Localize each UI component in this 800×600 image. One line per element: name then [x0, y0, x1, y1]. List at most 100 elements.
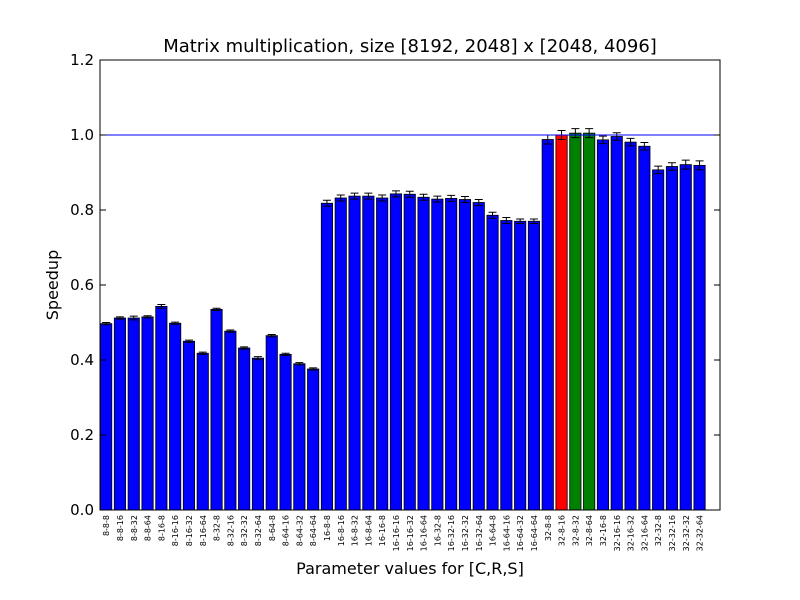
error-bar-8-32-8 [212, 307, 221, 311]
bar-16-64-64 [527, 220, 540, 511]
x-tick-label: 8-64-64 [309, 515, 318, 546]
y-tick-label: 0.4 [70, 351, 94, 369]
bar-32-32-64 [693, 164, 706, 511]
x-tick-label: 8-16-32 [185, 515, 194, 546]
x-tick-label: 16-64-8 [489, 515, 498, 546]
x-tick-label: 32-8-16 [558, 515, 567, 546]
error-bar-8-64-64 [309, 367, 318, 371]
y-tick-label: 0.0 [70, 501, 94, 519]
error-bar-16-32-8 [433, 195, 442, 203]
x-tick-label: 32-8-8 [544, 515, 553, 541]
x-tick-label: 8-16-64 [199, 515, 208, 546]
bar-16-8-32 [348, 195, 361, 511]
bar-8-64-16 [279, 353, 292, 511]
error-bar-16-16-64 [419, 193, 428, 201]
x-tick-label: 8-32-32 [240, 515, 249, 546]
bar-8-16-8 [155, 305, 168, 511]
x-tick-label: 16-16-64 [420, 515, 429, 551]
x-tick-label: 16-64-64 [530, 515, 539, 551]
error-bar-16-8-64 [364, 192, 373, 200]
error-bar-8-8-32 [129, 315, 138, 321]
chart-title: Matrix multiplication, size [8192, 2048]… [163, 36, 657, 57]
bar-16-32-8 [431, 198, 444, 511]
error-bar-32-8-32 [571, 128, 580, 139]
error-bar-32-8-64 [585, 128, 594, 139]
error-bar-8-8-8 [102, 322, 111, 326]
bar-32-16-32 [624, 141, 637, 511]
bar-8-8-64 [141, 316, 154, 511]
error-bar-32-16-64 [640, 142, 649, 151]
x-tick-label: 8-64-16 [282, 515, 291, 546]
bar-8-64-64 [307, 368, 320, 511]
x-tick-label: 8-64-32 [295, 515, 304, 546]
bar-32-8-64 [583, 132, 596, 511]
bar-32-16-16 [610, 136, 623, 511]
bar-16-16-8 [376, 197, 389, 511]
bar-8-16-16 [169, 322, 182, 511]
error-bar-8-32-32 [240, 346, 249, 350]
error-bar-8-32-16 [226, 329, 235, 333]
bar-16-64-32 [514, 220, 527, 511]
error-bar-16-8-16 [336, 194, 345, 202]
x-tick-label: 8-16-8 [157, 515, 166, 541]
x-tick-label: 16-8-64 [364, 515, 373, 546]
bar-8-8-32 [127, 317, 140, 511]
x-tick-label: 16-64-32 [516, 515, 525, 551]
bar-8-64-8 [265, 335, 278, 511]
y-tick-label: 0.6 [70, 276, 94, 294]
x-tick-label: 16-16-32 [406, 515, 415, 551]
bar-32-32-16 [665, 166, 678, 511]
x-tick-label: 32-8-64 [585, 515, 594, 546]
bar-16-64-8 [486, 214, 499, 511]
bar-8-8-8 [100, 323, 113, 511]
bar-8-8-16 [113, 317, 127, 511]
x-tick-label: 32-32-64 [696, 515, 705, 551]
x-tick-label: 32-8-32 [571, 515, 580, 546]
bar-32-32-8 [652, 169, 665, 511]
x-tick-label: 16-32-16 [447, 515, 456, 551]
bar-8-32-8 [210, 308, 223, 511]
y-axis: 0.0 0.2 0.4 0.6 0.8 1.0 1.2 [70, 51, 720, 519]
bar-32-8-16 [555, 134, 568, 511]
x-axis-label: Parameter values for [C,R,S] [296, 559, 524, 578]
bar-16-16-64 [417, 196, 430, 511]
bar-8-32-32 [238, 347, 251, 511]
bar-16-32-32 [458, 199, 471, 511]
x-tick-label: 32-32-16 [668, 515, 677, 551]
bar-32-16-64 [638, 145, 651, 511]
x-tick-label: 16-16-8 [378, 515, 387, 546]
y-tick-label: 0.8 [70, 201, 94, 219]
error-bar-16-8-32 [350, 192, 359, 200]
error-bar-16-16-8 [378, 194, 387, 202]
error-bar-16-16-32 [405, 190, 414, 198]
error-bar-16-32-16 [447, 194, 456, 202]
x-tick-label: 8-8-16 [116, 515, 125, 541]
bar-16-16-32 [403, 193, 416, 511]
error-bar-8-16-16 [171, 321, 180, 325]
error-bars-group [102, 128, 704, 371]
error-bar-32-32-64 [695, 160, 704, 171]
error-bar-32-16-16 [612, 132, 621, 141]
x-tick-label: 16-32-64 [475, 515, 484, 551]
y-axis-label: Speedup [43, 250, 62, 320]
bar-16-64-16 [500, 220, 513, 511]
error-bar-16-64-8 [488, 211, 497, 219]
error-bar-8-32-64 [253, 356, 262, 361]
x-axis: 8-8-8 8-8-16 8-8-32 8-8-64 8-16-8 8-16-16 8-16… [102, 515, 704, 551]
bar-32-32-32 [679, 164, 692, 511]
x-tick-label: 32-16-64 [640, 515, 649, 551]
x-tick-label: 8-8-8 [102, 515, 111, 536]
error-bar-8-16-64 [198, 351, 207, 355]
x-tick-label: 8-8-32 [130, 515, 139, 541]
error-bar-16-32-64 [474, 199, 483, 206]
x-tick-label: 8-32-64 [254, 515, 263, 546]
x-tick-label: 8-8-64 [144, 515, 153, 541]
bar-16-8-64 [362, 195, 375, 511]
plot-frame [99, 59, 721, 511]
bar-32-8-32 [569, 132, 582, 511]
x-tick-label: 32-32-32 [682, 515, 691, 551]
error-bar-16-16-16 [391, 190, 400, 198]
error-bar-32-16-8 [598, 135, 607, 145]
error-bar-32-32-16 [667, 162, 676, 171]
